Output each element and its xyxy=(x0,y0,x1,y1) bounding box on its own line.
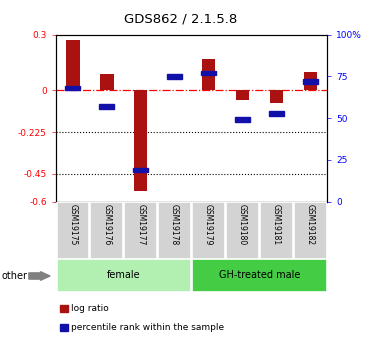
Bar xyxy=(65,86,80,90)
Text: GH-treated male: GH-treated male xyxy=(219,270,300,280)
Bar xyxy=(133,168,148,172)
Bar xyxy=(294,202,326,259)
Text: log ratio: log ratio xyxy=(71,304,109,313)
Bar xyxy=(66,40,80,90)
Text: GSM19179: GSM19179 xyxy=(204,204,213,246)
Bar xyxy=(90,202,123,259)
Text: GDS862 / 2.1.5.8: GDS862 / 2.1.5.8 xyxy=(124,12,238,25)
Bar xyxy=(192,259,326,292)
FancyArrow shape xyxy=(29,272,50,280)
Text: GSM19178: GSM19178 xyxy=(170,204,179,245)
Bar xyxy=(226,202,259,259)
Bar xyxy=(269,111,284,116)
Bar xyxy=(260,202,293,259)
Bar xyxy=(303,79,318,84)
Bar xyxy=(202,59,215,90)
Bar xyxy=(192,202,225,259)
Bar xyxy=(270,90,283,103)
Text: other: other xyxy=(2,271,28,281)
Text: GSM19175: GSM19175 xyxy=(68,204,77,246)
Bar xyxy=(60,305,68,312)
Bar xyxy=(100,73,114,90)
Text: GSM19181: GSM19181 xyxy=(272,204,281,245)
Bar xyxy=(134,90,147,191)
Bar xyxy=(201,71,216,76)
Bar xyxy=(167,74,182,79)
Text: GSM19182: GSM19182 xyxy=(306,204,315,245)
Bar xyxy=(158,202,191,259)
Text: percentile rank within the sample: percentile rank within the sample xyxy=(71,323,224,332)
Bar xyxy=(236,90,249,100)
Bar xyxy=(99,104,114,109)
Bar xyxy=(124,202,157,259)
Text: GSM19180: GSM19180 xyxy=(238,204,247,245)
Text: GSM19177: GSM19177 xyxy=(136,204,145,246)
Text: GSM19176: GSM19176 xyxy=(102,204,111,246)
Bar xyxy=(303,72,317,90)
Bar xyxy=(57,202,89,259)
Bar xyxy=(57,259,191,292)
Text: female: female xyxy=(107,270,141,280)
Bar xyxy=(235,117,250,122)
Bar xyxy=(60,324,68,331)
